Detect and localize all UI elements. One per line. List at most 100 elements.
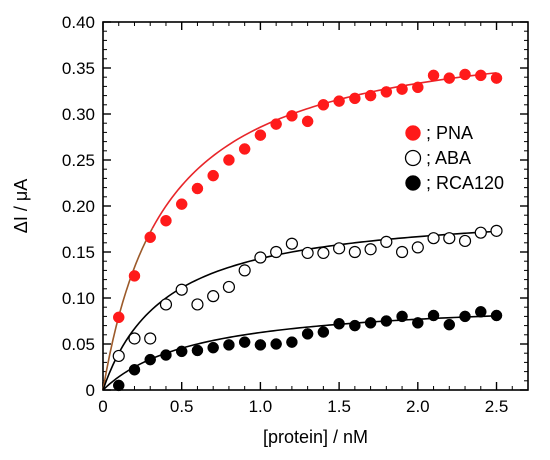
- data-point: [333, 318, 345, 330]
- data-point: [144, 332, 157, 345]
- data-point: [443, 318, 456, 331]
- data-point: [475, 306, 487, 318]
- data-point: [207, 290, 220, 303]
- data-point: [348, 245, 361, 259]
- fit-curves: [102, 71, 497, 391]
- data-point: [160, 349, 172, 361]
- data-point: [270, 118, 282, 130]
- data-point: [285, 237, 298, 250]
- fit-curve-low-0: [102, 228, 153, 391]
- data-point: [254, 251, 267, 264]
- y-axis-title: ΔI / μA: [11, 179, 31, 233]
- data-point: [490, 224, 503, 237]
- data-point: [254, 339, 267, 351]
- y-tick-label: 0.30: [62, 105, 95, 124]
- data-point: [411, 241, 424, 254]
- data-point: [191, 298, 204, 311]
- data-point: [412, 81, 424, 94]
- data-point: [286, 336, 298, 348]
- data-point: [301, 246, 314, 260]
- data-point: [380, 315, 393, 327]
- data-point: [128, 332, 141, 345]
- legend-label: ; RCA120: [426, 173, 504, 193]
- data-point: [144, 353, 156, 366]
- data-point: [459, 68, 471, 81]
- data-point: [474, 226, 487, 239]
- data-point: [475, 69, 487, 82]
- data-point: [112, 311, 125, 324]
- data-point: [380, 235, 393, 248]
- data-point: [395, 245, 409, 259]
- data-point: [364, 317, 377, 329]
- axis-tick-labels: 0 0.5 1.0 1.5 2.0 2.5 0 0.05 0.10 0.15 0.20 0.25 0.3…: [62, 13, 508, 416]
- y-tick-label: 0.10: [62, 289, 95, 308]
- data-point: [427, 309, 440, 322]
- data-point: [207, 169, 219, 182]
- data-point: [238, 143, 251, 155]
- data-point: [443, 72, 456, 84]
- legend-marker: [405, 175, 421, 191]
- data-point: [128, 364, 141, 376]
- data-point: [112, 349, 125, 363]
- data-point: [396, 310, 408, 323]
- data-point: [333, 95, 345, 107]
- data-point: [301, 328, 314, 340]
- data-point: [175, 198, 188, 210]
- y-tick-label: 0.25: [62, 151, 95, 170]
- legend-marker: [405, 125, 421, 141]
- data-point: [317, 246, 330, 260]
- data-point: [380, 86, 393, 98]
- x-tick-label: 1.0: [249, 397, 273, 416]
- data-point: [191, 344, 204, 357]
- data-point: [223, 339, 235, 351]
- data-point: [364, 89, 377, 102]
- y-tick-label: 0.20: [62, 197, 95, 216]
- data-point: [270, 338, 282, 350]
- data-point: [270, 245, 283, 259]
- data-point: [128, 270, 141, 282]
- axis-ticks: [102, 21, 529, 391]
- data-point: [459, 310, 471, 323]
- y-tick-label: 0.40: [62, 13, 95, 32]
- data-point: [490, 309, 503, 322]
- x-tick-label: 2.0: [406, 397, 430, 416]
- data-point: [301, 115, 314, 128]
- fit-curve-1: [102, 230, 497, 391]
- data-point: [427, 69, 440, 82]
- legend-marker: [404, 149, 422, 167]
- data-point: [238, 264, 251, 277]
- data-point: [144, 231, 156, 244]
- data-point: [349, 319, 361, 332]
- data-point: [349, 92, 361, 105]
- data-point: [364, 243, 377, 256]
- x-tick-label: 1.5: [327, 397, 351, 416]
- data-point: [412, 317, 424, 329]
- data-point: [175, 345, 188, 358]
- data-point: [238, 336, 251, 348]
- y-tick-label: 0: [86, 381, 95, 400]
- data-point: [286, 110, 298, 122]
- x-tick-label: 0: [98, 397, 107, 416]
- x-tick-label: 0.5: [170, 397, 194, 416]
- y-tick-label: 0.05: [62, 335, 95, 354]
- data-point: [443, 232, 456, 245]
- data-point: [191, 182, 204, 195]
- data-point: [317, 326, 330, 338]
- data-point: [254, 129, 267, 141]
- data-point: [317, 99, 330, 111]
- data-point: [112, 379, 125, 392]
- legend-label: ; ABA: [426, 148, 471, 168]
- data-point: [458, 234, 472, 248]
- data-points: [112, 68, 503, 392]
- legend-label: ; PNA: [426, 123, 473, 143]
- x-axis-title: [protein] / nM: [263, 427, 368, 447]
- data-point: [222, 280, 236, 294]
- data-point: [333, 242, 346, 255]
- legend: ; PNA ; ABA ; RCA120: [404, 123, 504, 193]
- data-point: [160, 214, 172, 227]
- data-point: [207, 341, 219, 354]
- y-tick-label: 0.15: [62, 243, 95, 262]
- data-point: [427, 232, 440, 245]
- data-point: [396, 83, 408, 95]
